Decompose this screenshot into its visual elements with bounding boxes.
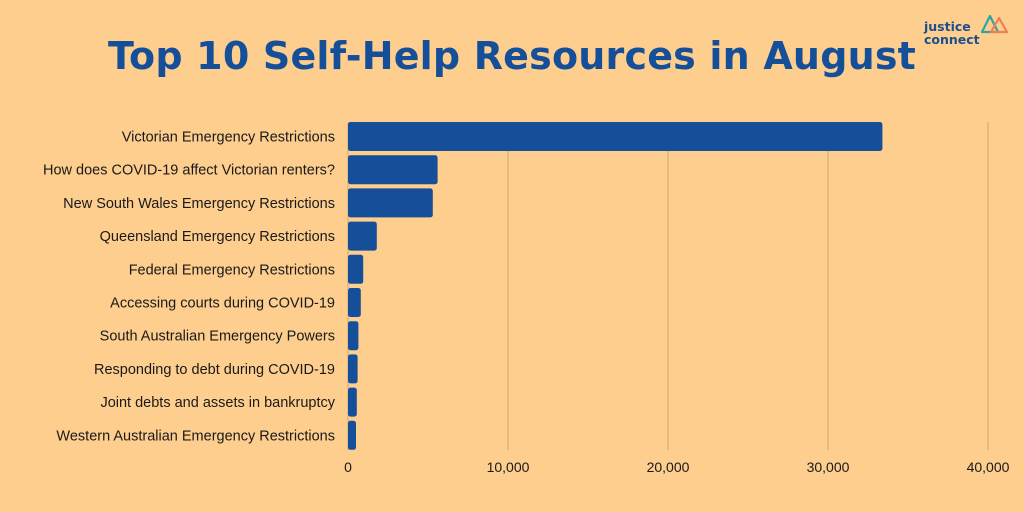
logo-line-2: connect xyxy=(924,32,980,47)
category-labels: Victorian Emergency Restrictions How does… xyxy=(43,130,336,445)
category-label: Responding to debt during COVID-19 xyxy=(94,362,335,378)
x-tick-label: 10,000 xyxy=(487,459,530,475)
logo-mark-icon xyxy=(980,14,1009,34)
bar xyxy=(348,188,433,218)
justice-connect-logo: justice connect xyxy=(924,10,1016,52)
x-tick-label: 20,000 xyxy=(647,459,690,475)
bar xyxy=(348,288,361,317)
bar xyxy=(348,155,438,185)
x-tick-label: 40,000 xyxy=(967,459,1010,475)
x-tick-label: 0 xyxy=(344,459,352,475)
bar xyxy=(348,221,377,251)
category-label: Accessing courts during COVID-19 xyxy=(110,296,335,312)
gridlines xyxy=(347,122,989,450)
x-axis-tick-labels: 0 10,000 20,000 30,000 40,000 xyxy=(344,459,1010,475)
category-label: Queensland Emergency Restrictions xyxy=(100,229,335,245)
bar xyxy=(348,321,359,351)
category-label: Joint debts and assets in bankruptcy xyxy=(100,395,335,411)
chart-title: Top 10 Self-Help Resources in August xyxy=(107,34,917,78)
category-label: South Australian Emergency Powers xyxy=(100,329,335,345)
bar xyxy=(348,420,356,450)
bars xyxy=(348,122,883,450)
category-label: New South Wales Emergency Restrictions xyxy=(63,196,335,212)
bar xyxy=(348,122,883,151)
category-label: Western Australian Emergency Restriction… xyxy=(56,428,335,444)
logo-line-1: justice xyxy=(924,19,971,34)
bar xyxy=(348,354,358,384)
category-label: Federal Emergency Restrictions xyxy=(129,262,335,278)
bar xyxy=(348,387,357,417)
x-tick-label: 30,000 xyxy=(807,459,850,475)
bar xyxy=(348,254,364,284)
category-label: Victorian Emergency Restrictions xyxy=(122,130,335,146)
logo-text: justice connect xyxy=(924,20,980,46)
category-label: How does COVID-19 affect Victorian rente… xyxy=(43,163,335,179)
